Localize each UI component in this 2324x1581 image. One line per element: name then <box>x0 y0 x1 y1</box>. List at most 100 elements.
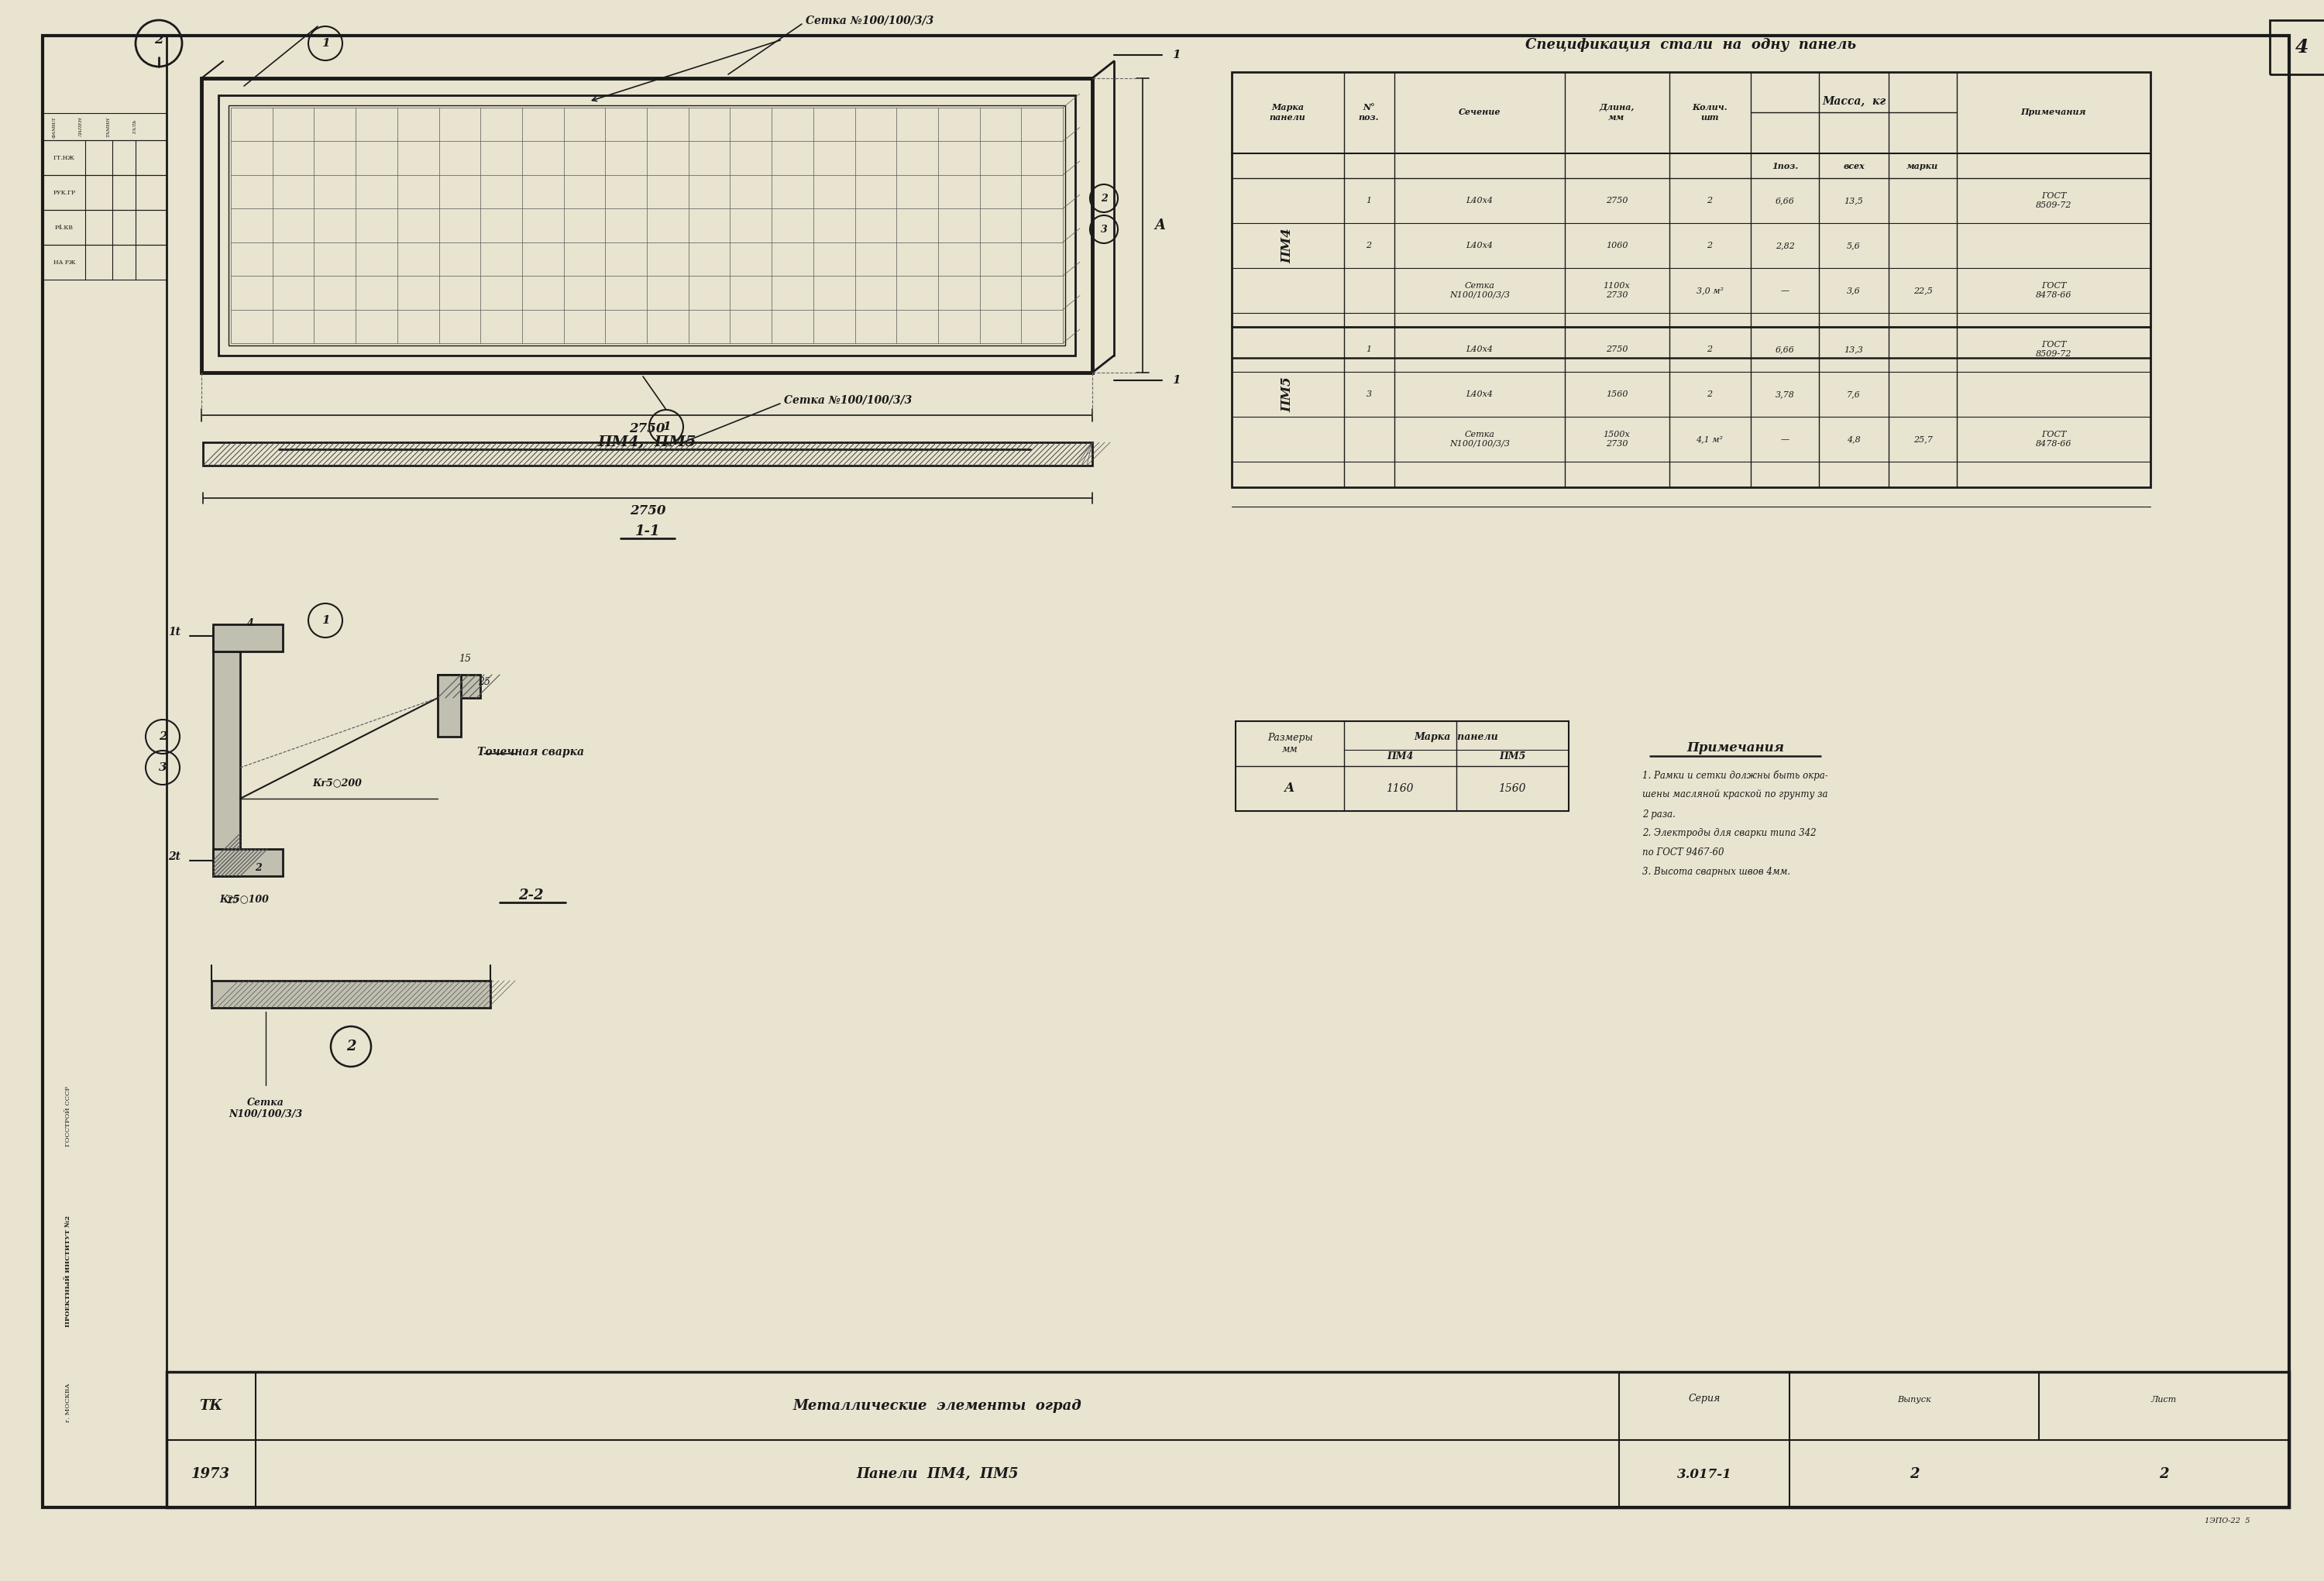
Text: L40x4: L40x4 <box>1466 391 1492 398</box>
Text: Лист: Лист <box>2150 1396 2178 1404</box>
Text: 1-1: 1-1 <box>634 525 660 539</box>
Text: 13,5: 13,5 <box>1845 196 1864 204</box>
Text: L40x4: L40x4 <box>1466 242 1492 250</box>
Text: Марка  панели: Марка панели <box>1415 732 1499 743</box>
Bar <box>211 980 490 1007</box>
Text: 2: 2 <box>1706 196 1713 204</box>
Text: 1500x
2730: 1500x 2730 <box>1604 432 1629 447</box>
Text: L40x4: L40x4 <box>1466 196 1492 204</box>
Text: Сечение: Сечение <box>1459 108 1501 117</box>
Text: 4,8: 4,8 <box>1848 435 1862 443</box>
Text: ПМ4,  ПМ5: ПМ4, ПМ5 <box>597 435 697 449</box>
Text: L40x4: L40x4 <box>1466 346 1492 353</box>
Text: 1560: 1560 <box>1606 391 1627 398</box>
Bar <box>42 175 167 210</box>
Text: ФАМИЛ: ФАМИЛ <box>51 117 56 138</box>
Bar <box>42 141 167 175</box>
Text: 2: 2 <box>153 33 163 46</box>
Text: ГОСТ
8509-72: ГОСТ 8509-72 <box>2036 193 2071 209</box>
Text: ПМ4: ПМ4 <box>1387 751 1413 760</box>
Text: Кr5○200: Кr5○200 <box>311 778 363 789</box>
Text: Длина,
мм: Длина, мм <box>1599 103 1634 122</box>
Text: 6,66: 6,66 <box>1776 346 1794 353</box>
Text: 2: 2 <box>1706 242 1713 250</box>
Text: 15: 15 <box>458 655 472 664</box>
Bar <box>218 95 1076 356</box>
Text: ПМ4: ПМ4 <box>1281 228 1294 264</box>
Text: Примечания: Примечания <box>2022 108 2087 117</box>
Text: Выпуск: Выпуск <box>1896 1396 1931 1404</box>
Text: Сетка №100/100/3/3: Сетка №100/100/3/3 <box>783 394 911 405</box>
Text: 2: 2 <box>1910 1467 1920 1481</box>
Text: —: — <box>1780 286 1789 294</box>
Text: 1160: 1160 <box>1385 783 1413 794</box>
Text: ПРОЕКТНЫЙ ИНСТИТУТ №2: ПРОЕКТНЫЙ ИНСТИТУТ №2 <box>65 1216 72 1326</box>
Text: 1560: 1560 <box>1499 783 1527 794</box>
Text: 6,66: 6,66 <box>1776 196 1794 204</box>
Text: ПМ5: ПМ5 <box>1499 751 1525 760</box>
Text: —: — <box>1780 435 1789 443</box>
Text: 1: 1 <box>321 38 330 49</box>
Text: 2: 2 <box>346 1040 356 1053</box>
Text: 2,82: 2,82 <box>1776 242 1794 250</box>
Text: 1ЭПО-22  5: 1ЭПО-22 5 <box>2205 1518 2250 1524</box>
Text: по ГОСТ 9467-60: по ГОСТ 9467-60 <box>1643 847 1724 858</box>
Text: марки: марки <box>1906 161 1938 171</box>
Text: 5,6: 5,6 <box>1848 242 1862 250</box>
Text: Сетка
N100/100/3/3: Сетка N100/100/3/3 <box>228 1097 302 1119</box>
Text: 1: 1 <box>1171 49 1181 60</box>
Text: Примечания: Примечания <box>1687 741 1785 754</box>
Text: 3: 3 <box>158 762 167 773</box>
Text: 2: 2 <box>1102 193 1106 204</box>
Bar <box>228 106 1064 346</box>
Text: 1100x
2730: 1100x 2730 <box>1604 281 1629 299</box>
Text: 1973: 1973 <box>191 1467 230 1481</box>
Text: 7,6: 7,6 <box>1848 391 1862 398</box>
Text: 2t: 2t <box>167 851 181 862</box>
Text: 2: 2 <box>158 732 167 741</box>
Text: НА РЖ: НА РЖ <box>53 259 74 266</box>
Text: ТК: ТК <box>200 1399 223 1413</box>
Text: 1: 1 <box>1367 346 1371 353</box>
Text: ПМ5: ПМ5 <box>1281 376 1294 413</box>
Text: РУК.ГР: РУК.ГР <box>53 190 77 196</box>
Text: 3: 3 <box>1102 225 1106 234</box>
Text: 2 раза.: 2 раза. <box>1643 809 1676 819</box>
Text: Металлические  элементы  оград: Металлические элементы оград <box>792 1399 1081 1413</box>
Text: 3. Высота сварных швов 4мм.: 3. Высота сварных швов 4мм. <box>1643 868 1789 877</box>
Text: Размеры
мм: Размеры мм <box>1267 732 1313 754</box>
Text: 3.017-1: 3.017-1 <box>1678 1467 1731 1481</box>
Text: Масса,  кг: Масса, кг <box>1822 95 1885 106</box>
Text: 25: 25 <box>479 677 490 688</box>
Text: 1t: 1t <box>167 626 181 637</box>
Text: 2750: 2750 <box>1606 196 1627 204</box>
Text: 4: 4 <box>246 618 253 628</box>
Text: Р4.КВ: Р4.КВ <box>56 225 74 231</box>
Text: Спецификация  стали  на  одну  панель: Спецификация стали на одну панель <box>1525 38 1857 52</box>
Text: ГТ.НЖ: ГТ.НЖ <box>53 155 74 161</box>
Text: A: A <box>1155 218 1164 232</box>
Text: ГОСТ
8478-66: ГОСТ 8478-66 <box>2036 432 2071 447</box>
Text: 2750: 2750 <box>1606 346 1627 353</box>
Bar <box>214 849 284 876</box>
Text: А: А <box>1285 783 1294 795</box>
Bar <box>214 628 239 876</box>
Text: Сетка
N100/100/3/3: Сетка N100/100/3/3 <box>1450 432 1511 447</box>
Text: ГАЛЬ: ГАЛЬ <box>132 120 137 134</box>
Text: 2: 2 <box>1706 391 1713 398</box>
Bar <box>437 675 481 697</box>
Bar <box>42 210 167 245</box>
Text: ЛАПЕН: ЛАПЕН <box>79 117 84 138</box>
Text: 1060: 1060 <box>1606 242 1627 250</box>
Text: 22,5: 22,5 <box>1913 286 1931 294</box>
Text: N°
поз.: N° поз. <box>1360 103 1378 122</box>
Bar <box>202 77 1092 373</box>
Text: Сетка №100/100/3/3: Сетка №100/100/3/3 <box>806 14 934 25</box>
Text: г. МОСКВА: г. МОСКВА <box>65 1383 72 1423</box>
Text: 3,0 м²: 3,0 м² <box>1697 286 1722 294</box>
Text: ТАМИН: ТАМИН <box>107 117 112 138</box>
Bar <box>214 628 239 651</box>
Text: 2. Электроды для сварки типа 342: 2. Электроды для сварки типа 342 <box>1643 828 1817 838</box>
Text: 1: 1 <box>321 615 330 626</box>
Text: ГОСТ
8478-66: ГОСТ 8478-66 <box>2036 281 2071 299</box>
